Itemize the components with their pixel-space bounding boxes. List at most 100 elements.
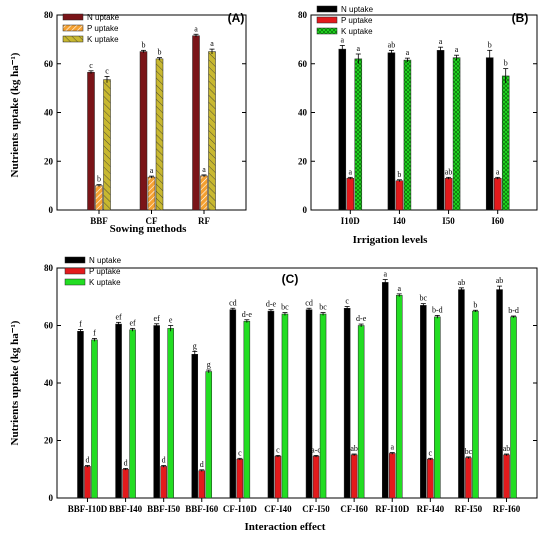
pc-significance-letter: bc [420,294,428,303]
pa-significance-letter: a [210,39,214,48]
pb-bar-n [338,48,347,211]
pc-bar-p [503,454,510,499]
panel-label-a: (A) [228,11,245,25]
pc-significance-letter: b [473,300,477,309]
pa-bar-n [139,51,148,211]
pb-significance-letter: a [341,35,345,44]
pc-bar-p [427,458,434,499]
pb-y-tick-label: 60 [298,59,308,69]
pb-bar-p [444,178,453,211]
pc-significance-letter: d [85,456,89,465]
pc-bar-p [160,466,167,499]
pc-bar-k [205,371,213,499]
pb-significance-letter: a [357,44,361,53]
pa-bar-p [200,175,208,211]
pa-bar-k [208,51,216,211]
pa-significance-letter: a [194,24,198,33]
pb-x-tick-label: I10D [341,216,361,226]
pc-bar-k [434,316,441,499]
pc-significance-letter: e [169,316,173,325]
pb-bar-n [387,52,396,211]
pb-significance-letter: a [455,45,459,54]
pc-bar-n [420,305,427,499]
pc-bar-k [357,325,365,499]
pc-bar-n [496,289,503,499]
pa-significance-letter: b [158,48,162,57]
pc-x-tick-label: RF-I50 [455,504,483,514]
x-axis-label-a: Sowing methods [110,223,187,235]
pa-y-tick-label: 60 [44,59,54,69]
pb-legend-label: P uptake [341,16,373,25]
pb-bar-p [346,178,355,211]
pc-significance-letter: a [390,443,394,452]
pb-bar-k [452,57,461,211]
pc-bar-p [198,470,206,499]
pb-bar-n [485,57,494,211]
pb-bar-k [403,59,412,211]
pb-legend-swatch [316,5,338,13]
pa-significance-letter: c [105,66,109,75]
pa-legend-label: P uptake [87,24,119,33]
pc-significance-letter: ab [503,444,511,453]
pb-x-tick-label: I60 [491,216,504,226]
pb-bar-p [395,180,404,211]
pb-legend-swatch [316,27,338,35]
pc-legend-swatch [64,278,86,286]
pb-bar-k [501,75,510,211]
pb-x-tick-label: I50 [442,216,455,226]
pc-bar-k [243,320,251,499]
pc-significance-letter: d [124,458,128,467]
pc-significance-letter: b-d [432,305,443,314]
pc-bar-p [84,466,91,499]
pc-significance-letter: ef [154,314,161,323]
pc-significance-letter: c [429,448,433,457]
pc-bar-k [472,310,479,499]
pc-significance-letter: cd [229,298,237,307]
pa-y-tick-label: 0 [49,205,54,215]
pc-bar-n [305,309,313,499]
pa-significance-letter: c [89,61,93,70]
pc-x-tick-label: BBF-I50 [147,504,181,514]
pc-y-tick-label: 20 [44,436,54,446]
pb-significance-letter: ab [388,40,396,49]
pa-y-tick-label: 80 [44,10,54,20]
pb-bar-p [493,178,502,211]
pc-bar-k [281,313,289,499]
pc-bar-k [167,328,174,499]
pc-x-tick-label: RF-I10D [375,504,409,514]
pb-significance-letter: b [397,170,401,179]
pb-significance-letter: b [488,40,492,49]
pa-significance-letter: a [150,166,154,175]
x-axis-label-c: Interaction effect [245,521,326,533]
pb-significance-letter: a [439,37,443,46]
pc-bar-n [191,354,199,499]
pa-bar-n [192,35,200,211]
pa-significance-letter: a [202,165,206,174]
pa-bar-n [87,72,95,211]
pc-bar-n [153,325,160,499]
pc-significance-letter: c [238,448,242,457]
pc-significance-letter: d [162,456,166,465]
pc-bar-n [77,331,84,499]
pc-significance-letter: a [397,284,401,293]
pc-significance-letter: b-d [508,306,519,315]
pc-bar-p [274,456,282,499]
pc-bar-k [319,313,327,499]
pb-x-tick-label: I40 [393,216,406,226]
pc-significance-letter: d-e [356,314,367,323]
pa-legend-swatch [62,35,84,43]
pb-significance-letter: a [349,167,353,176]
pa-legend-swatch [62,24,84,32]
pc-significance-letter: ef [129,318,136,327]
pc-bar-k [91,339,98,499]
pa-bar-p [147,176,156,211]
pc-legend-label: P uptake [89,267,121,276]
pc-y-tick-label: 80 [44,263,54,273]
pc-bar-n [458,289,465,499]
pc-significance-letter: g [207,360,211,369]
pc-bar-k [129,329,136,499]
pc-legend-label: K uptake [89,278,121,287]
pa-bar-k [155,58,164,211]
